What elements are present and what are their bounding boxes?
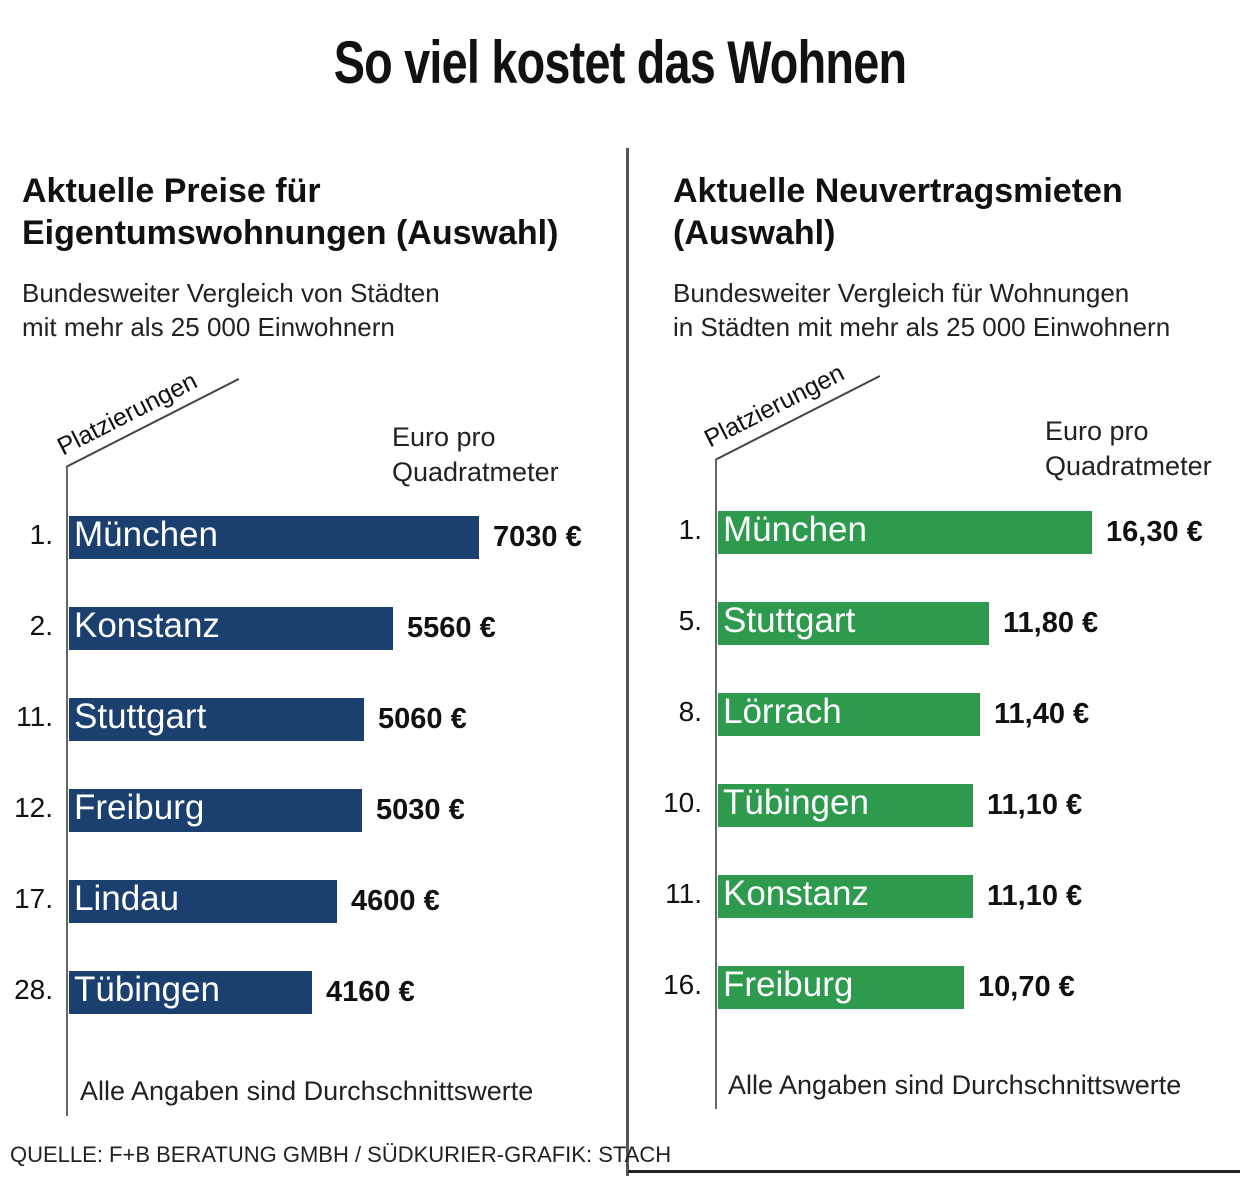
source-credit: QUELLE: F+B BERATUNG GMBH / SÜDKURIER-GR… (10, 1142, 672, 1167)
bar-value-label: 5030 € (376, 794, 465, 826)
rank-label: 10. (663, 787, 702, 818)
right-chart-subtitle: Bundesweiter Vergleich für Wohnungen in … (673, 278, 1171, 342)
bar-value-label: 5560 € (407, 612, 496, 644)
right-note: Alle Angaben sind Durchschnittswerte (728, 1070, 1182, 1100)
rank-label: 5. (678, 605, 702, 636)
bar-value-label: 11,80 € (1003, 607, 1099, 639)
center-divider (626, 148, 629, 1176)
rank-label: 28. (14, 974, 53, 1005)
bar-value-label: 11,10 € (987, 880, 1083, 912)
right-rank-header: Platzierungen (699, 358, 849, 454)
right-chart-title: Aktuelle Neuvertragsmieten (Auswahl) (673, 172, 1123, 252)
bar-value-label: 7030 € (493, 521, 582, 553)
bar-city-label: Stuttgart (74, 697, 207, 736)
rank-label: 2. (29, 610, 53, 641)
bar (718, 511, 1092, 554)
bar-value-label: 4160 € (326, 976, 415, 1008)
bar (69, 516, 479, 559)
bar (718, 875, 973, 918)
left-note: Alle Angaben sind Durchschnittswerte (80, 1076, 534, 1106)
bar-city-label: München (723, 510, 867, 549)
bar (718, 602, 989, 645)
bar-city-label: Freiburg (723, 965, 854, 1004)
bar-value-label: 5060 € (378, 703, 467, 735)
bar-city-label: Lindau (74, 879, 180, 918)
rank-label: 12. (14, 792, 53, 823)
right-unit-label: Euro pro Quadratmeter (1045, 416, 1212, 481)
rank-label: 1. (29, 519, 53, 550)
left-chart-subtitle: Bundesweiter Vergleich von Städten mit m… (22, 278, 440, 342)
bar (69, 880, 337, 923)
bar-city-label: Lörrach (723, 692, 842, 731)
left-rank-header: Platzierungen (52, 366, 202, 462)
rank-label: 8. (678, 696, 702, 727)
bar-city-label: Tübingen (723, 783, 869, 822)
bar (718, 784, 973, 827)
bar (69, 698, 364, 741)
bar (69, 971, 312, 1014)
left-axis-line (66, 466, 68, 1116)
rank-label: 1. (678, 514, 702, 545)
panel-right: Aktuelle Neuvertragsmieten (Auswahl) Bun… (629, 0, 1240, 1177)
bar-city-label: Konstanz (74, 606, 220, 645)
rank-label: 11. (665, 878, 702, 909)
bar (69, 607, 393, 650)
bar-value-label: 10,70 € (978, 971, 1075, 1003)
bar (718, 966, 964, 1009)
main-title: So viel kostet das Wohnen (333, 29, 907, 96)
bar-city-label: Tübingen (74, 970, 220, 1009)
bar-city-label: Konstanz (723, 874, 869, 913)
bar (718, 693, 980, 736)
right-axis-line (715, 459, 717, 1109)
bar-value-label: 11,40 € (994, 698, 1090, 730)
panel-left: Aktuelle Preise für Eigentumswohnungen (… (14, 172, 582, 1116)
bar-value-label: 11,10 € (987, 789, 1083, 821)
left-unit-label: Euro pro Quadratmeter (392, 422, 559, 487)
rank-label: 11. (16, 701, 53, 732)
bar-value-label: 4600 € (351, 885, 440, 917)
bar-city-label: Freiburg (74, 788, 205, 827)
rank-label: 17. (14, 883, 53, 914)
bar-city-label: Stuttgart (723, 601, 856, 640)
bar-city-label: München (74, 515, 218, 554)
bar-value-label: 16,30 € (1106, 516, 1203, 548)
bar (69, 789, 362, 832)
rank-label: 16. (663, 969, 702, 1000)
bottom-rule (628, 1170, 1240, 1173)
left-chart-title: Aktuelle Preise für Eigentumswohnungen (… (22, 172, 559, 252)
